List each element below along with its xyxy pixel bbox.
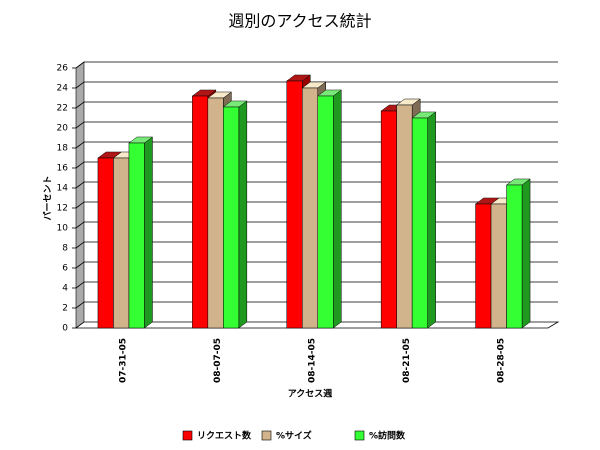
bar-front bbox=[128, 142, 145, 329]
y-tick-label: 4 bbox=[62, 284, 68, 294]
legend-swatch bbox=[182, 430, 193, 441]
chart-title: 週別のアクセス統計 bbox=[228, 12, 371, 31]
y-tick-label: 16 bbox=[57, 164, 69, 174]
bar-front bbox=[302, 87, 318, 329]
bar-front bbox=[113, 157, 130, 329]
y-tick-label: 0 bbox=[62, 324, 68, 334]
bar bbox=[411, 111, 437, 329]
x-axis-label: アクセス週 bbox=[288, 389, 334, 400]
bar-front bbox=[475, 203, 492, 329]
y-tick-label: 2 bbox=[62, 304, 68, 314]
y-tick-label: 12 bbox=[57, 204, 68, 214]
bar-side bbox=[333, 89, 342, 329]
legend-swatch bbox=[354, 430, 365, 441]
x-tick-label: 08-14-05 bbox=[308, 338, 318, 383]
bar-front bbox=[380, 110, 397, 329]
y-tick-label: 26 bbox=[57, 64, 69, 74]
bar-front bbox=[506, 184, 523, 329]
y-axis-label: パーセント bbox=[42, 175, 54, 220]
bar-front bbox=[411, 117, 428, 329]
grid-line bbox=[75, 81, 558, 89]
bar-side bbox=[427, 111, 436, 329]
legend-label: リクエスト数 bbox=[197, 430, 252, 442]
bar bbox=[128, 136, 154, 329]
bar-side bbox=[144, 136, 153, 329]
bar-front bbox=[207, 97, 224, 329]
bar-front bbox=[286, 80, 303, 329]
bar-front bbox=[317, 95, 334, 329]
bar-front bbox=[97, 157, 114, 329]
bar-side bbox=[238, 100, 248, 329]
bar bbox=[505, 178, 531, 329]
y-tick-label: 14 bbox=[57, 184, 69, 194]
y-tick-label: 20 bbox=[57, 124, 69, 134]
left-wall bbox=[75, 61, 85, 329]
x-tick-label: 07-31-05 bbox=[119, 338, 129, 383]
bar-front bbox=[396, 104, 413, 329]
y-tick-label: 24 bbox=[57, 84, 69, 94]
x-tick-label: 08-28-05 bbox=[496, 338, 506, 383]
x-tick-label: 08-07-05 bbox=[213, 338, 223, 383]
y-tick-label: 8 bbox=[62, 244, 68, 254]
bar-front bbox=[223, 106, 240, 329]
y-tick-label: 10 bbox=[57, 224, 69, 234]
bar-side bbox=[521, 178, 531, 329]
bar bbox=[317, 89, 342, 329]
grid-line bbox=[75, 61, 558, 69]
y-tick-label: 6 bbox=[62, 264, 68, 274]
grid-line bbox=[75, 101, 558, 109]
legend-label: %サイズ bbox=[276, 430, 312, 442]
y-tick-label: 22 bbox=[57, 104, 68, 114]
bar-front bbox=[490, 203, 507, 329]
x-tick-label: 08-21-05 bbox=[402, 338, 412, 383]
y-tick-label: 18 bbox=[57, 144, 69, 154]
legend-swatch bbox=[261, 430, 272, 441]
bar-front bbox=[192, 95, 209, 329]
legend-label: %訪問数 bbox=[369, 430, 406, 442]
bar bbox=[222, 100, 248, 329]
